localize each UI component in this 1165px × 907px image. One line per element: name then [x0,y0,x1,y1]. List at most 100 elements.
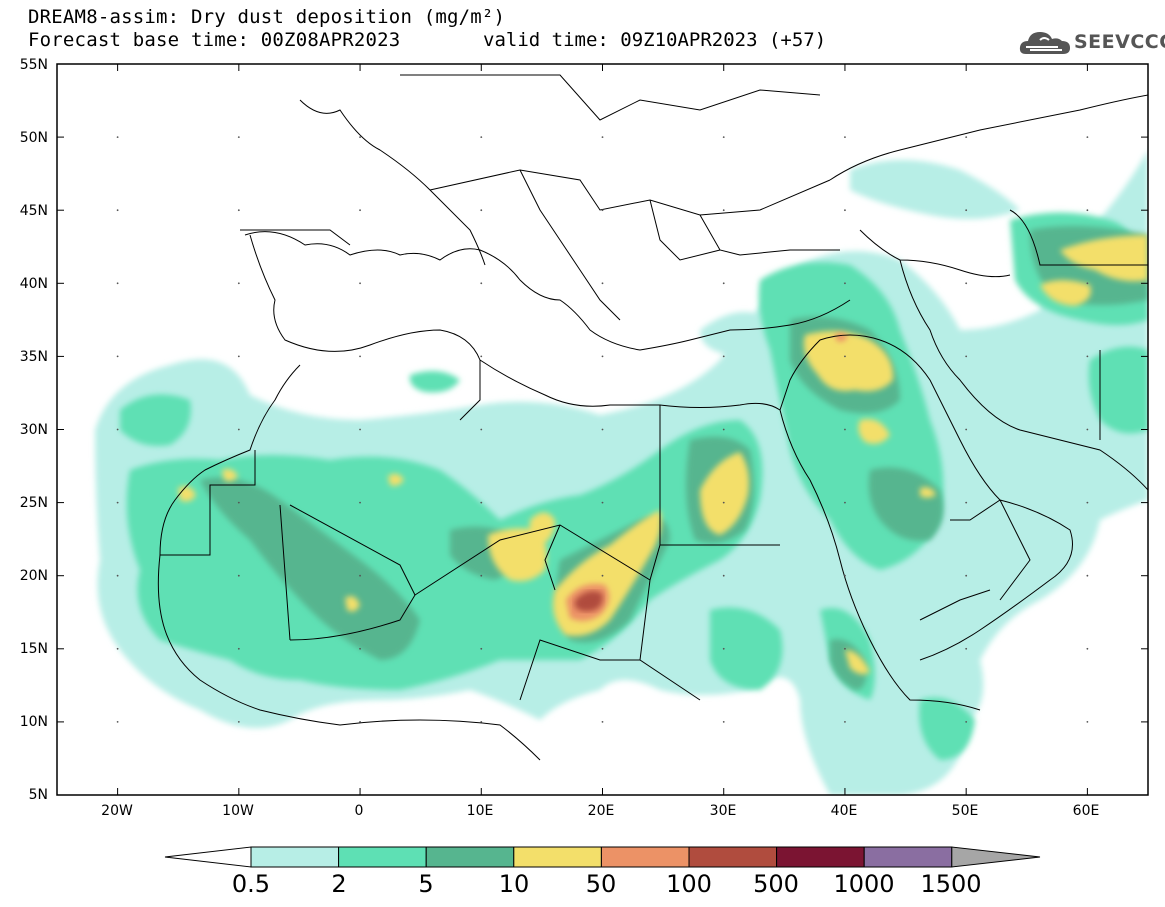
grid-dot [601,647,604,650]
valid-time: valid time: 09Z10APR2023 (+57) [483,29,827,51]
grid-dot [844,647,846,650]
grid-dot [1086,501,1089,504]
grid-dot [965,209,968,212]
grid-dot [237,136,240,139]
grid-dot [237,574,240,577]
deposition-level-100 [575,591,603,612]
lon-label-50e: 50E [951,803,979,819]
colorbar-swatch [513,846,602,868]
grid-dot [844,428,846,431]
colorbar-swatch [863,846,953,868]
colorbar-label-2: 2 [331,870,347,898]
grid-dot [359,501,361,504]
colorbar-label-10: 10 [498,870,530,898]
grid-dot [1086,136,1089,139]
grid-dot [965,574,968,577]
grid-dot [116,209,119,212]
lon-label-0: 0 [354,803,364,819]
lat-label-30n: 30N [19,422,48,438]
grid-dot [965,501,968,504]
colorbar-label-50: 50 [585,870,617,898]
grid-dot [844,721,846,723]
grid-dot [722,282,725,285]
grid-dot [480,209,483,212]
lat-label-55n: 55N [19,57,48,73]
grid-dot [480,355,483,358]
grid-dot [116,721,119,723]
grid-dot [722,136,725,139]
grid-dot [359,428,361,431]
lat-label-40n: 40N [19,276,48,292]
grid-dot [237,721,240,723]
grid-dot [237,355,240,358]
grid-dot [1086,209,1089,212]
grid-dot [116,428,119,431]
grid-dot [480,282,483,285]
grid-dot [237,501,240,504]
grid-dot [1086,428,1089,431]
grid-dot [1086,282,1089,285]
lon-label-10e: 10E [466,803,494,819]
grid-dot [1086,647,1089,650]
colorbar-swatch [688,846,778,868]
grid-dot [844,209,846,212]
grid-dot [1086,355,1089,358]
grid-dot [722,501,725,504]
lat-label-10n: 10N [19,714,48,730]
grid-dots [116,136,1089,723]
grid-dot [965,282,968,285]
grid-dot [1086,721,1089,723]
deposition-level-10 [178,235,1148,675]
grid-dot [722,355,725,358]
grid-dot [722,721,725,723]
grid-dot [480,501,483,504]
grid-dot [601,282,604,285]
grid-dot [359,209,361,212]
lat-label-35n: 35N [19,349,48,365]
colorbar-label-0.5: 0.5 [231,870,271,898]
dust-field [95,150,1148,795]
lon-label-20w: 20W [101,803,133,819]
forecast-base-time: Forecast base time: 00Z08APR2023 [28,29,401,51]
axis-ticks [57,63,1148,796]
grid-dot [237,282,240,285]
grid-dot [116,647,119,650]
colorbar-high-arrow [951,846,1041,868]
seevccc-logo: SEEVCCC [1018,26,1165,60]
colorbar-swatch [600,846,690,868]
lat-label-15n: 15N [19,641,48,657]
grid-dot [480,647,483,650]
grid-dot [722,209,725,212]
colorbar-swatch [338,846,427,868]
grid-dot [722,574,725,577]
grid-dot [965,647,968,650]
grid-dot [601,428,604,431]
grid-dot [116,574,119,577]
grid-dot [116,355,119,358]
lat-label-5n: 5N [28,787,48,803]
colorbar-label-100: 100 [666,870,712,898]
grid-dot [359,355,361,358]
grid-dot [359,282,361,285]
grid-dot [844,574,846,577]
cloud-icon [1019,32,1070,54]
grid-dot [601,355,604,358]
grid-dot [965,355,968,358]
grid-dot [359,647,361,650]
grid-dot [601,501,604,504]
grid-dot [722,428,725,431]
grid-dot [480,428,483,431]
grid-dot [1086,574,1089,577]
grid-dot [722,647,725,650]
colorbar-label-5: 5 [418,870,434,898]
lon-label-40e: 40E [830,803,858,819]
grid-dot [480,721,483,723]
colorbar-swatch [425,846,515,868]
grid-dot [359,136,361,139]
lon-label-30e: 30E [709,803,737,819]
grid-dot [116,136,119,139]
grid-dot [844,282,846,285]
colorbar-low-arrow [164,846,252,868]
